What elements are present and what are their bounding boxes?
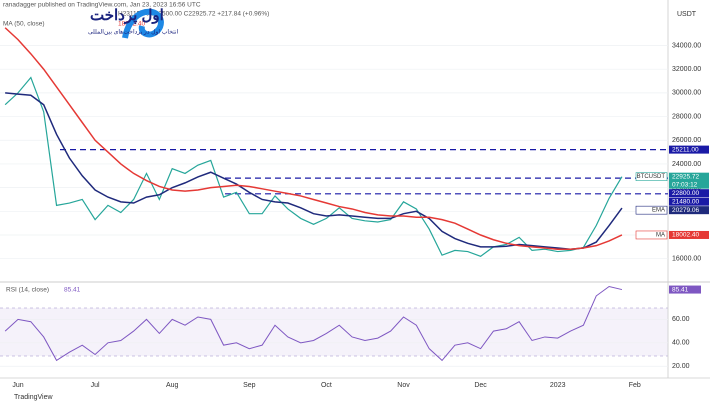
price-tag	[669, 206, 709, 215]
y-tick-label: 24000.00	[672, 161, 701, 168]
price-tag	[669, 172, 709, 189]
y-tick-label: 30000.00	[672, 90, 701, 97]
y-tick-label: 28000.00	[672, 113, 701, 120]
y-tick-label: 60.00	[672, 316, 690, 323]
x-tick-label: Jun	[12, 382, 23, 389]
price-tag-label: 22800.00	[672, 190, 699, 197]
logo-title: اول پرداخت	[90, 7, 164, 25]
x-tick-label: Sep	[243, 382, 256, 389]
x-tick-label: Aug	[166, 382, 179, 389]
series-line	[4, 285, 623, 362]
y-tick-label: 16000.00	[672, 256, 701, 263]
series-tag	[635, 230, 668, 240]
x-tick-label: Nov	[397, 382, 410, 389]
ohlc: H23115.00 L22500.00 C22925.72 +217.84 (+…	[118, 11, 269, 18]
price-tag	[669, 197, 709, 206]
publisher: ranadagger published on TradingView.com,…	[3, 2, 201, 9]
price-tag	[669, 189, 709, 198]
rsi-band	[0, 308, 668, 356]
x-tick-label: Oct	[321, 382, 332, 389]
y-tick-label: 26000.00	[672, 137, 701, 144]
y-tick-label: 40.00	[672, 340, 690, 347]
series-tag-label: MA	[656, 233, 665, 239]
series-line	[4, 76, 623, 257]
series-tag	[635, 205, 668, 215]
countdown: 07:03:12	[672, 181, 698, 188]
rsi-title: RSI (14, close)	[6, 287, 49, 294]
x-tick-label: Dec	[474, 382, 487, 389]
y-tick-label: 34000.00	[672, 42, 701, 49]
rsi-tag-label: 85.41	[672, 286, 689, 293]
price-tag	[669, 230, 709, 239]
logo-shape	[122, 8, 164, 39]
logo: اول پرداخت انتخاب اول در پرداخت‌های بین‌…	[88, 7, 179, 39]
series-tag-label: EMA	[652, 208, 665, 214]
series-line	[5, 92, 623, 250]
x-tick-label: Feb	[629, 382, 641, 389]
price-tag-label: 21480.00	[672, 198, 699, 205]
footer: TradingView	[14, 394, 53, 401]
price-tag	[669, 145, 709, 154]
price-tag-label: 25211.00	[672, 146, 699, 153]
price-tag-label: 18002.40	[672, 232, 699, 239]
series-tag	[635, 172, 668, 181]
price-tag-label: 22925.72	[672, 173, 699, 180]
series-tag-label: BTCUSDT	[637, 174, 666, 180]
price-tag-label: 20279.06	[672, 207, 699, 214]
x-tick-label: Jul	[91, 382, 100, 389]
ma-legend: MA (50, close)	[3, 21, 45, 28]
y-tick-label: 20.00	[672, 363, 690, 370]
y-tick-label: 32000.00	[672, 66, 701, 73]
rsi-legend-value: 85.41	[64, 287, 81, 294]
series-line	[4, 27, 623, 250]
logo-subtitle: انتخاب اول در پرداخت‌های بین‌المللی	[88, 29, 179, 36]
x-tick-label: 2023	[550, 382, 566, 389]
rsi-tag	[669, 285, 701, 294]
currency: USDT	[677, 11, 697, 18]
